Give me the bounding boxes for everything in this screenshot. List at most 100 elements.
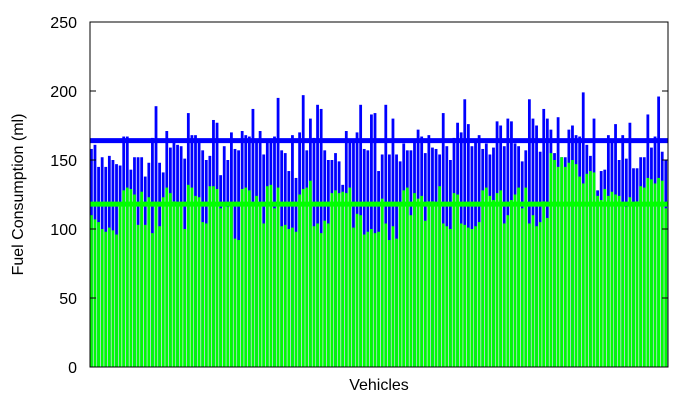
bar-series2-13 [133,194,136,367]
bar-series2-27 [183,229,187,367]
bar-series2-86 [395,238,398,367]
bar-series2-73 [348,187,352,367]
bar-series2-67 [326,223,330,367]
bar-series2-76 [359,215,363,367]
bar-series2-55 [283,224,287,367]
bar-series2-44 [244,187,248,367]
bar-series2-42 [237,240,240,367]
bar-series2-140 [589,171,592,367]
bar-series2-8 [115,234,118,367]
bar-series2-117 [506,215,510,367]
bar-series2-138 [581,183,585,367]
bar-series2-17 [147,197,151,367]
bar-series2-40 [230,204,233,367]
bar-series2-10 [122,190,126,367]
bar-series2-129 [549,153,553,367]
bar-series2-111 [484,187,488,367]
bar-series2-35 [212,186,215,367]
bar-series2-92 [416,198,420,367]
bar-series2-146 [610,191,614,367]
bar-series2-34 [208,186,212,367]
bar-series2-84 [387,240,391,367]
bar-series2-74 [352,227,355,367]
bar-series2-115 [499,190,503,367]
reference-lines-layer [90,138,668,207]
bar-series2-66 [323,220,327,367]
bar-series2-133 [563,166,567,367]
bar-series2-41 [233,238,237,367]
bar-series2-2 [93,219,97,367]
bar-series2-128 [545,217,549,367]
bar-series2-125 [535,226,538,367]
y-tick-label-200: 200 [50,84,77,101]
bar-series2-48 [258,205,262,367]
bar-series2-134 [567,162,571,367]
bar-series2-158 [653,183,657,367]
y-tick-label-50: 50 [59,291,77,308]
bar-series2-154 [639,186,643,367]
bar-series2-91 [413,193,416,367]
bar-series2-1 [90,215,93,367]
bar-series2-56 [287,229,291,367]
bar-series2-108 [474,226,477,367]
bar-series2-110 [481,190,485,367]
bar-series2-78 [366,231,370,367]
bar-series2-81 [377,231,380,367]
bar-series2-82 [380,198,384,367]
bar-series2-143 [599,200,603,367]
bar-series2-103 [456,194,459,367]
bar-series2-53 [276,187,280,367]
bar-series2-155 [642,187,646,367]
bar-series2-98 [438,186,442,367]
bar-series2-93 [420,195,424,367]
bar-series2-120 [517,187,521,367]
bar-series2-105 [463,224,467,367]
bar-series2-9 [118,204,122,367]
bar-series2-142 [596,195,599,367]
bar-series2-116 [502,223,506,367]
bar-series2-45 [247,190,251,367]
bar-series2-80 [373,233,377,367]
bar-series2-22 [165,187,169,367]
y-axis: 0 50 100 150 200 250 [50,15,668,377]
bar-series2-21 [161,197,165,367]
bar-series2-46 [251,205,255,367]
bar-series2-70 [337,193,341,367]
bar-series2-57 [291,227,294,367]
bar-series2-7 [111,230,115,367]
bar-series2-51 [269,184,273,367]
bar-series2-6 [107,227,111,367]
bar-series2-159 [657,177,661,367]
bar-series2-161 [664,208,668,367]
bar-series2-68 [330,193,334,367]
bar-series2-126 [538,222,542,367]
bar-series2-156 [646,177,650,367]
bar-series2-96 [431,201,434,367]
bar-series2-20 [158,226,161,367]
bar-series2-151 [628,197,632,367]
bar-series2-87 [398,202,402,367]
bar-series2-99 [441,223,445,367]
bar-series2-104 [459,223,463,367]
bar-series2-119 [513,194,517,367]
bar-series2-31 [197,197,201,367]
bar-series2-24 [172,201,176,367]
bar-series2-59 [298,194,302,367]
bar-series2-157 [650,179,653,367]
bar-series2-50 [265,186,269,367]
bar-series2-124 [531,215,535,367]
bar-series2-113 [492,200,495,367]
bar-series2-141 [592,172,596,367]
bar-series2-5 [104,231,108,367]
bar-series2-97 [434,202,438,367]
bar-series2-160 [660,180,664,367]
y-tick-label-0: 0 [68,360,77,377]
bar-series2-71 [341,191,345,367]
bar-series2-38 [222,204,226,367]
bar-series2-137 [578,176,582,367]
bar-series2-77 [362,234,366,367]
bar-series2-145 [606,195,610,367]
bar-series2-123 [527,223,531,367]
bar-series2-32 [201,222,205,367]
bar-series2-148 [617,195,621,367]
